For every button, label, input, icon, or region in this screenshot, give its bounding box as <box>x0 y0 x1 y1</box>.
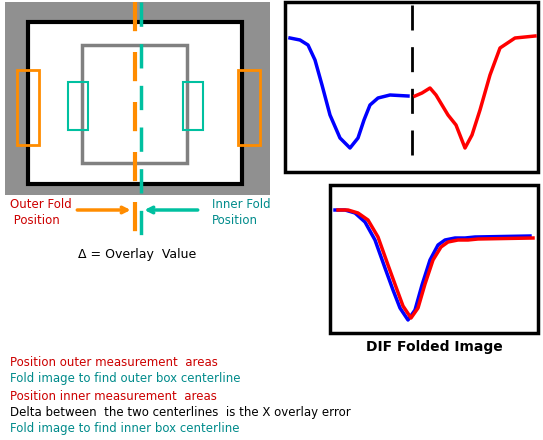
Bar <box>17 70 39 145</box>
Text: Outer Fold
 Position: Outer Fold Position <box>10 198 72 227</box>
Bar <box>82 45 187 163</box>
Text: Delta between  the two centerlines  is the X overlay error: Delta between the two centerlines is the… <box>10 406 351 419</box>
Text: Position outer measurement  areas: Position outer measurement areas <box>10 356 218 369</box>
Bar <box>5 2 270 195</box>
Bar <box>285 2 538 172</box>
Text: Position inner measurement  areas: Position inner measurement areas <box>10 390 217 403</box>
Text: Δ = Overlay  Value: Δ = Overlay Value <box>78 248 197 261</box>
Text: Fold image to find inner box centerline: Fold image to find inner box centerline <box>10 422 239 435</box>
Text: DIF Folded Image: DIF Folded Image <box>365 340 502 354</box>
Bar <box>238 70 260 145</box>
Text: Inner Fold
Position: Inner Fold Position <box>212 198 270 227</box>
Bar <box>28 22 242 184</box>
Bar <box>330 185 538 333</box>
Bar <box>68 82 88 130</box>
Text: Fold image to find outer box centerline: Fold image to find outer box centerline <box>10 372 241 385</box>
Bar <box>183 82 203 130</box>
